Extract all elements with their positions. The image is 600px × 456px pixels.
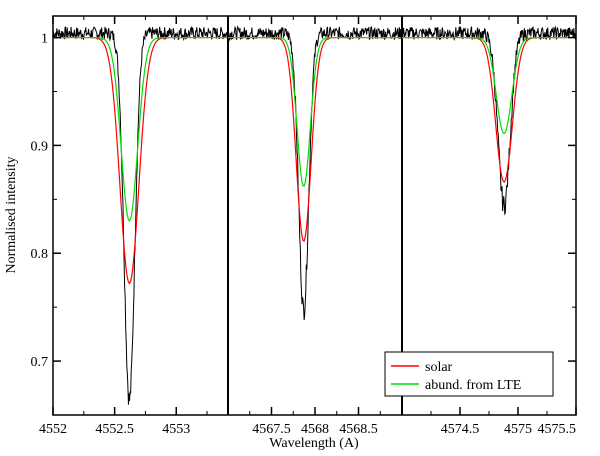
y-tick-label: 1 <box>41 32 48 47</box>
y-tick-label: 0.9 <box>31 139 49 154</box>
x-tick-label: 4568.5 <box>339 422 378 437</box>
legend-label-lte: abund. from LTE <box>425 378 521 393</box>
panel-3: 4574.5 4575 4575.5 <box>401 16 577 437</box>
y-axis-label: Normalised intensity <box>4 156 19 273</box>
lte-model-line <box>53 36 228 222</box>
observed-spectrum-line <box>402 25 576 216</box>
y-tick-label: 0.8 <box>31 247 49 262</box>
x-tick-label: 4574.5 <box>441 422 480 437</box>
x-tick-label: 4575 <box>504 422 532 437</box>
panel-2: 4567.5 4568 4568.5 <box>227 16 402 437</box>
legend: solar abund. from LTE <box>384 351 554 397</box>
legend-label-solar: solar <box>425 360 453 375</box>
observed-spectrum-line <box>53 26 228 405</box>
panel-1: 4552 4552.5 4553 <box>39 16 228 437</box>
lte-model-line <box>402 36 576 135</box>
y-tick-label: 0.7 <box>31 355 49 370</box>
x-tick-label: 4568 <box>301 422 329 437</box>
x-tick-label: 4552 <box>39 422 67 437</box>
lte-model-line <box>228 36 402 187</box>
x-tick-label: 4553 <box>162 422 190 437</box>
x-tick-label: 4567.5 <box>252 422 291 437</box>
x-tick-label: 4575.5 <box>538 422 577 437</box>
x-tick-label: 4552.5 <box>95 422 134 437</box>
solar-model-line <box>402 36 576 183</box>
x-axis-label: Wavelength (A) <box>269 436 359 451</box>
plot-frame <box>52 15 577 416</box>
legend-box <box>384 351 554 397</box>
